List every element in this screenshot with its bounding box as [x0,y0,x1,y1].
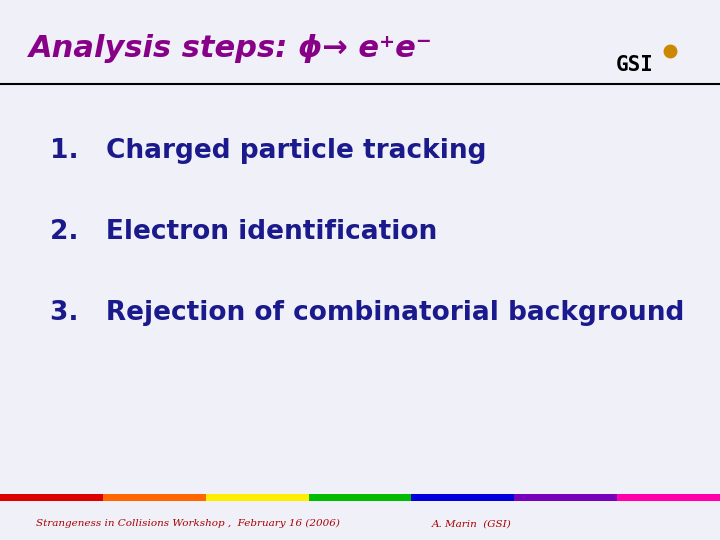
Text: 1.   Charged particle tracking: 1. Charged particle tracking [50,138,487,164]
Text: GSI: GSI [616,55,654,75]
Text: 3.   Rejection of combinatorial background: 3. Rejection of combinatorial background [50,300,685,326]
Text: Strangeness in Collisions Workshop ,  February 16 (2006): Strangeness in Collisions Workshop , Feb… [36,519,340,528]
Bar [309,494,411,501]
Bar [0,494,103,501]
Bar [411,494,514,501]
Bar [103,494,206,501]
Text: 2.   Electron identification: 2. Electron identification [50,219,438,245]
Text: Analysis steps: ϕ→ e⁺e⁻: Analysis steps: ϕ→ e⁺e⁻ [29,34,433,63]
Bar [514,494,617,501]
Text: A. Marin  (GSI): A. Marin (GSI) [432,519,512,528]
Bar [206,494,309,501]
Bar [617,494,720,501]
